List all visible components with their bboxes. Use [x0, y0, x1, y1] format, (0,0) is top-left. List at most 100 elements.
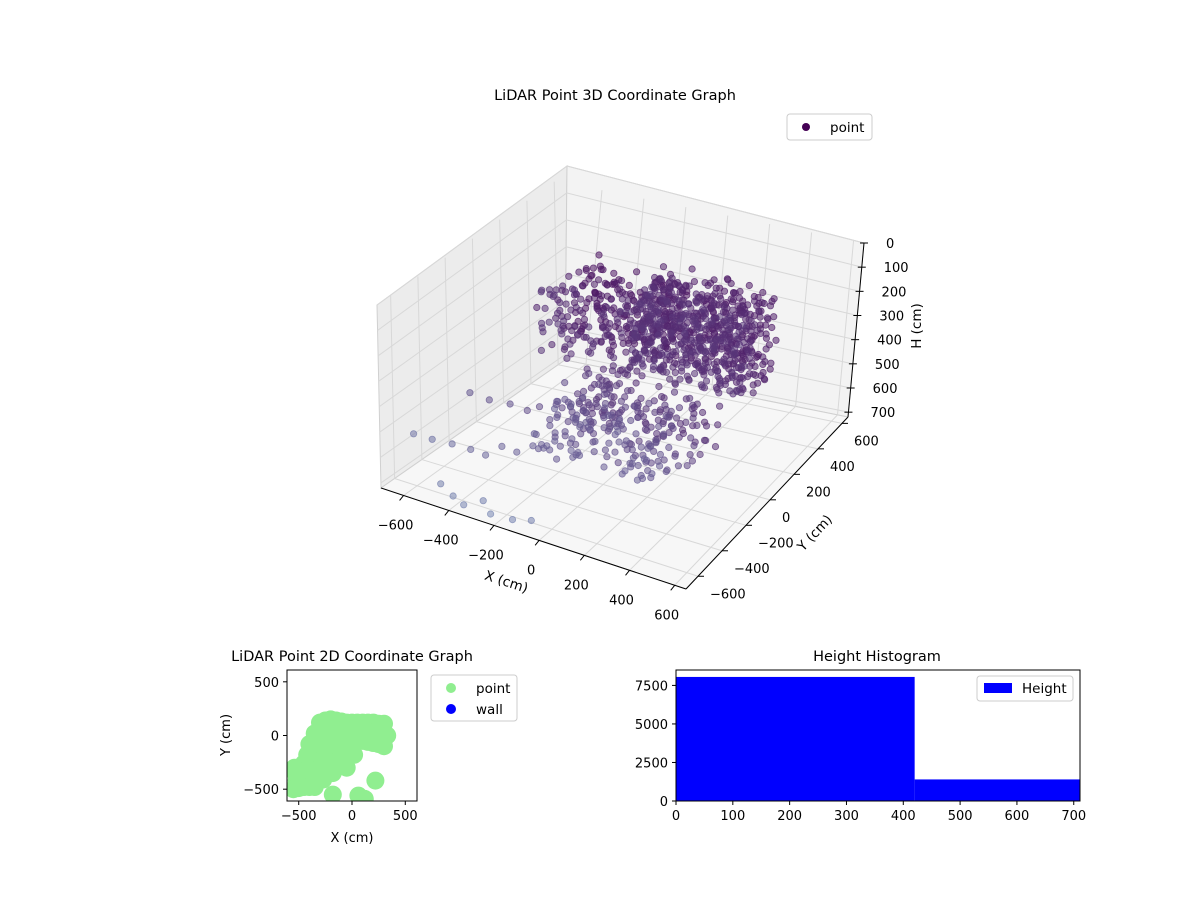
- x-tick-3d: [489, 525, 495, 531]
- data-point-3d: [486, 510, 495, 518]
- data-point-3d: [603, 303, 611, 312]
- data-point-3d: [529, 442, 537, 450]
- data-point-3d: [659, 263, 668, 271]
- legend-2d-label-point: point: [476, 681, 510, 697]
- data-point-3d: [688, 265, 696, 273]
- data-point-3d: [657, 392, 666, 401]
- data-point-3d: [614, 370, 622, 379]
- data-point-3d: [633, 367, 641, 375]
- data-point-2d: [323, 785, 342, 801]
- data-point-3d: [640, 455, 648, 463]
- y-tick-label-histogram: 5000: [635, 718, 668, 733]
- data-point-3d: [558, 404, 566, 412]
- data-point-3d: [632, 324, 641, 333]
- data-point-3d: [660, 336, 668, 344]
- x-tick-label-histogram: 100: [720, 809, 745, 824]
- data-point-3d: [690, 441, 698, 450]
- x-tick-3d: [534, 540, 540, 546]
- data-point-3d: [726, 387, 734, 395]
- data-point-3d: [559, 282, 567, 290]
- x-tick-label-3d: −400: [423, 533, 459, 548]
- data-point-3d: [616, 307, 624, 315]
- data-point-3d: [635, 437, 643, 445]
- data-point-3d: [640, 327, 649, 335]
- z-tick-label-3d: 200: [882, 285, 907, 300]
- data-point-3d: [685, 282, 693, 290]
- data-point-3d: [772, 336, 780, 344]
- z-tick-label-3d: 100: [884, 261, 909, 276]
- data-point-3d: [732, 332, 740, 340]
- data-point-3d: [448, 440, 456, 448]
- data-point-3d: [615, 438, 623, 446]
- data-point-3d: [530, 430, 538, 438]
- data-point-3d: [727, 279, 735, 288]
- data-point-3d: [696, 450, 704, 459]
- data-point-3d: [674, 297, 683, 305]
- data-point-3d: [768, 323, 776, 332]
- data-point-3d: [564, 417, 572, 426]
- data-point-3d: [716, 312, 724, 321]
- data-point-3d: [569, 453, 577, 461]
- data-point-3d: [770, 295, 778, 303]
- data-point-3d: [428, 435, 436, 443]
- data-point-3d: [630, 402, 638, 410]
- data-point-3d: [561, 378, 569, 387]
- x-tick-label-histogram: 0: [672, 809, 680, 824]
- data-point-3d: [666, 282, 675, 291]
- data-point-3d: [600, 463, 608, 471]
- data-point-3d: [749, 381, 757, 389]
- data-point-3d: [671, 368, 679, 377]
- y-tick-label-histogram: 7500: [635, 679, 668, 694]
- data-point-3d: [612, 382, 621, 390]
- data-point-3d: [755, 308, 763, 316]
- data-point-3d: [647, 312, 655, 320]
- data-point-3d: [577, 295, 585, 303]
- data-point-3d: [617, 329, 625, 337]
- data-point-3d: [553, 309, 562, 317]
- data-point-3d: [662, 368, 671, 376]
- y-tick-label-3d: 600: [854, 434, 879, 449]
- data-point-2d: [305, 778, 324, 796]
- y-axis-line: [685, 416, 849, 590]
- data-point-3d: [727, 368, 736, 376]
- data-point-2d: [366, 771, 385, 790]
- data-point-3d: [655, 422, 663, 431]
- data-point-3d: [590, 280, 599, 288]
- y-tick-label-3d: −400: [734, 562, 770, 577]
- data-point-3d: [720, 287, 729, 295]
- data-point-3d: [682, 418, 690, 426]
- data-point-3d: [698, 408, 707, 417]
- data-point-3d: [632, 268, 641, 276]
- data-point-3d: [713, 385, 721, 393]
- data-point-3d: [767, 359, 775, 367]
- data-point-3d: [679, 286, 687, 295]
- x-tick-3d: [670, 584, 676, 591]
- data-point-3d: [671, 452, 679, 460]
- data-point-3d: [645, 340, 653, 348]
- grid-z-level: [377, 219, 860, 357]
- grid-floor-y: [503, 402, 795, 475]
- data-point-3d: [587, 349, 595, 357]
- data-point-3d: [642, 405, 650, 413]
- y-tick-label-3d: −200: [758, 536, 794, 551]
- data-point-3d: [561, 395, 569, 403]
- data-point-3d: [685, 376, 693, 384]
- data-point-3d: [605, 425, 614, 433]
- data-point-3d: [698, 383, 706, 391]
- data-point-3d: [508, 515, 517, 524]
- data-point-3d: [681, 337, 689, 345]
- data-point-3d: [660, 456, 668, 464]
- data-point-3d: [582, 333, 590, 341]
- data-point-3d: [607, 295, 616, 303]
- data-point-3d: [634, 355, 642, 363]
- data-point-3d: [701, 279, 709, 287]
- data-point-3d: [579, 393, 587, 402]
- data-point-3d: [725, 326, 734, 334]
- data-point-3d: [605, 331, 613, 339]
- data-point-3d: [588, 409, 597, 418]
- data-point-3d: [702, 436, 710, 445]
- data-point-3d: [581, 372, 590, 380]
- x-axis-line: [380, 487, 687, 590]
- data-point-3d: [567, 446, 575, 454]
- x-tick-label-histogram: 500: [948, 809, 973, 824]
